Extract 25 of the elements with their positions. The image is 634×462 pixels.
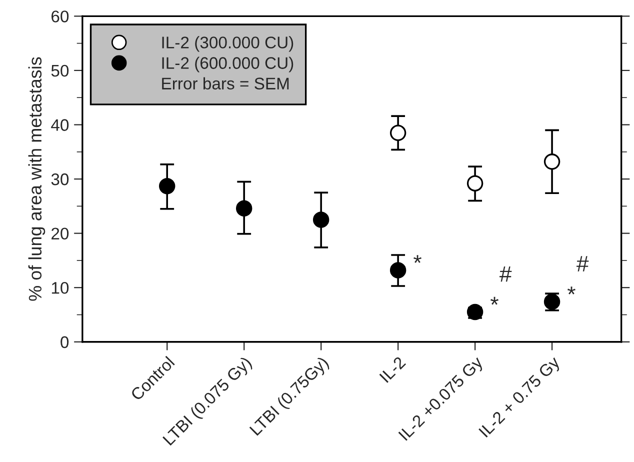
y-tick-label: 20 (52, 228, 69, 240)
annotation: Error bars = SEM (162, 77, 289, 90)
point (466, 304, 484, 320)
annotation: * (414, 255, 422, 263)
point (158, 178, 176, 194)
y-tick-label: 50 (51, 64, 69, 77)
y-axis-title: % of lung area with metastasis (28, 57, 46, 301)
point (390, 124, 406, 141)
y-tick-label: 40 (51, 119, 69, 131)
y-tick-label: 60 (52, 10, 69, 22)
y-tick-label: 30 (51, 173, 69, 186)
point (236, 200, 252, 216)
y-tick-label: 10 (52, 282, 69, 294)
annotation: * (490, 296, 498, 305)
point (466, 175, 484, 192)
x-tick-label: IL-2 (379, 356, 406, 383)
point (390, 262, 406, 278)
point (312, 212, 330, 228)
annotation: # (500, 266, 512, 282)
annotation: * (568, 286, 576, 294)
legend-label: IL-2 (300.000 CU) (162, 36, 294, 52)
legend-label: IL-2 (600.000 CU) (162, 56, 294, 72)
annotation: # (576, 256, 589, 272)
y-tick-label: 0 (60, 336, 69, 348)
point (544, 154, 560, 170)
